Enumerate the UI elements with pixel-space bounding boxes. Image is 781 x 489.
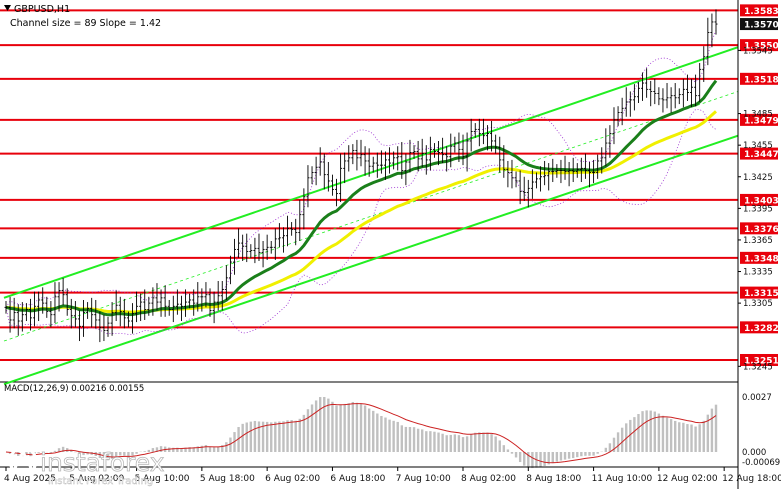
- y-tick-label: 1.3485: [743, 110, 773, 120]
- level-badge-label: 1.3376: [744, 225, 779, 235]
- x-axis: 4 Aug 2025 5 Aug 02:00 5 Aug 10:00 5 Aug 18…: [0, 466, 781, 484]
- level-badge: [740, 286, 778, 299]
- level-badge-label: 1.3583: [744, 7, 779, 17]
- y-tick-label: 1.3305: [743, 299, 773, 309]
- level-badge-label: 1.3518: [744, 75, 779, 85]
- level-badge: [740, 193, 778, 206]
- level-badge-label: 1.3348: [744, 254, 779, 264]
- x-tick-label: 12 Aug 02:00: [657, 474, 718, 484]
- level-badge: [740, 321, 778, 334]
- x-tick-label: 12 Aug 18:00: [722, 474, 781, 484]
- x-tick-label: 4 Aug 2025: [4, 474, 56, 484]
- x-tick-label: 11 Aug 10:00: [592, 474, 653, 484]
- level-badge: [740, 39, 778, 52]
- symbol-label: GBPUSD,H1: [14, 4, 70, 15]
- watermark-tagline: Instant Forex Trading: [48, 476, 153, 487]
- level-badge: [740, 72, 778, 85]
- x-tick-label: 5 Aug 10:00: [135, 474, 190, 484]
- level-badge: [740, 113, 778, 126]
- macd-y-tick-label: 0.000: [742, 448, 766, 458]
- y-tick-label: 1.3365: [743, 236, 773, 246]
- dropdown-triangle-icon[interactable]: [4, 5, 11, 11]
- y-tick-label: 1.3425: [743, 173, 773, 183]
- current-price-badge: [740, 18, 778, 31]
- level-badge-label: 1.3251: [744, 356, 779, 366]
- channel-upper-line: [3, 46, 739, 299]
- level-badge-label: 1.3403: [744, 196, 779, 206]
- y-tick-label: 1.3245: [743, 362, 773, 372]
- x-tick-label: 6 Aug 18:00: [330, 474, 385, 484]
- level-badge: [740, 147, 778, 160]
- macd-y-tick-label: 0.0027: [742, 393, 772, 403]
- channel-lower-line: [3, 134, 739, 386]
- main-price-panel: [0, 9, 739, 386]
- x-tick-label: 7 Aug 10:00: [396, 474, 451, 484]
- macd-label: MACD(12,26,9) 0.00216 0.00155: [4, 384, 144, 394]
- y-tick-label: 1.3335: [743, 268, 773, 278]
- macd-signal-line: [5, 403, 717, 464]
- x-tick-label: 8 Aug 02:00: [461, 474, 516, 484]
- y-tick-label: 1.3455: [743, 141, 773, 151]
- macd-y-tick-label: -0.00069: [742, 458, 780, 468]
- level-badge: [740, 4, 778, 17]
- instaforex-logo-mark-icon: [13, 448, 33, 469]
- x-tick-label: 8 Aug 18:00: [526, 474, 581, 484]
- level-badge-label: 1.3550: [744, 42, 779, 52]
- level-badge: [740, 222, 778, 235]
- instaforex-watermark: instaforex Instant Forex Trading: [8, 446, 165, 487]
- instaforex-logo-icon: [8, 446, 38, 476]
- level-badge-label: 1.3282: [744, 324, 779, 334]
- x-tick-label: 5 Aug 02:00: [69, 474, 124, 484]
- y-tick-label: 1.3545: [743, 46, 773, 56]
- level-badge-label: 1.3315: [744, 289, 779, 299]
- current-price-label: 1.3570: [744, 21, 779, 31]
- level-badge-label: 1.3479: [744, 116, 779, 126]
- channel-info-label: Channel size = 89 Slope = 1.42: [10, 18, 161, 29]
- y-tick-label: 1.3395: [743, 204, 773, 214]
- level-badge: [740, 251, 778, 264]
- x-tick-label: 6 Aug 02:00: [265, 474, 320, 484]
- x-tick-label: 5 Aug 18:00: [200, 474, 255, 484]
- level-badge-label: 1.3447: [744, 150, 779, 160]
- level-badge: [740, 353, 778, 366]
- y-axis: 1.35831.35501.35181.34791.34471.34031.33…: [737, 0, 780, 489]
- watermark-brand: instaforex: [40, 448, 165, 477]
